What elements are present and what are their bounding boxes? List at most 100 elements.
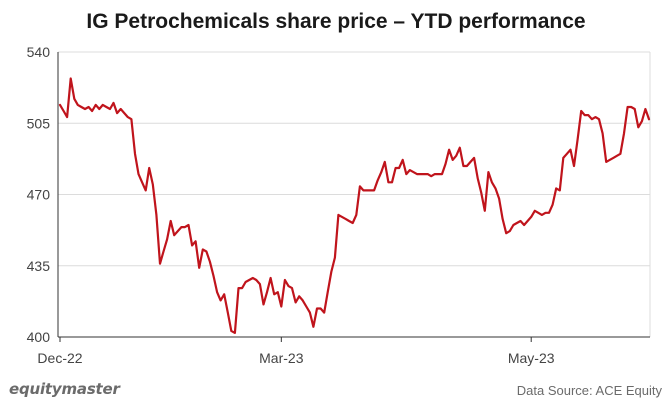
data-point	[209, 261, 211, 263]
data-point	[391, 181, 393, 183]
data-point	[316, 308, 318, 310]
data-point	[223, 293, 225, 295]
data-point	[295, 301, 297, 303]
data-point	[88, 106, 90, 108]
x-tick-label: May-23	[508, 350, 555, 366]
data-point	[523, 224, 525, 226]
data-point	[644, 108, 646, 110]
data-point	[641, 120, 643, 122]
data-point	[216, 291, 218, 293]
data-point	[270, 277, 272, 279]
data-point	[113, 102, 115, 104]
data-point	[470, 161, 472, 163]
data-point	[298, 295, 300, 297]
data-point	[573, 165, 575, 167]
data-point	[127, 116, 129, 118]
data-point	[619, 153, 621, 155]
data-point	[309, 312, 311, 314]
data-point	[234, 332, 236, 334]
data-point	[455, 155, 457, 157]
data-point	[202, 249, 204, 251]
data-point	[252, 277, 254, 279]
data-point	[427, 173, 429, 175]
series-layer	[58, 77, 651, 334]
data-point	[141, 181, 143, 183]
data-point	[259, 283, 261, 285]
data-point	[516, 222, 518, 224]
data-point	[84, 108, 86, 110]
data-source: Data Source: ACE Equity	[516, 383, 662, 398]
data-point	[491, 181, 493, 183]
data-point	[412, 171, 414, 173]
data-point	[623, 132, 625, 134]
data-point	[238, 287, 240, 289]
data-point	[341, 216, 343, 218]
data-point	[277, 291, 279, 293]
data-point	[409, 169, 411, 171]
data-point	[227, 312, 229, 314]
data-point	[159, 263, 161, 265]
data-point	[487, 171, 489, 173]
data-point	[98, 108, 100, 110]
data-point	[70, 78, 72, 80]
data-point	[166, 238, 168, 240]
data-point	[602, 132, 604, 134]
data-point	[616, 155, 618, 157]
data-point	[498, 198, 500, 200]
x-tick-label: Mar-23	[259, 350, 304, 366]
y-tick-label: 435	[27, 258, 51, 274]
data-point	[591, 118, 593, 120]
data-point	[195, 240, 197, 242]
chart-title: IG Petrochemicals share price – YTD perf…	[86, 10, 586, 33]
data-point	[452, 159, 454, 161]
data-point	[320, 308, 322, 310]
data-point	[173, 234, 175, 236]
data-point	[302, 299, 304, 301]
data-point	[405, 173, 407, 175]
data-point	[395, 167, 397, 169]
price-line-series	[58, 77, 651, 334]
data-point	[402, 159, 404, 161]
data-point	[130, 118, 132, 120]
data-point	[284, 279, 286, 281]
data-point	[555, 187, 557, 189]
data-point	[266, 291, 268, 293]
data-point	[527, 220, 529, 222]
data-point	[116, 112, 118, 114]
data-point	[605, 161, 607, 163]
data-point	[541, 214, 543, 216]
data-point	[630, 106, 632, 108]
data-point	[473, 157, 475, 159]
data-point	[213, 275, 215, 277]
data-point	[462, 165, 464, 167]
data-point	[180, 226, 182, 228]
data-point	[370, 189, 372, 191]
data-point	[355, 214, 357, 216]
data-point	[230, 330, 232, 332]
data-point	[634, 108, 636, 110]
data-point	[627, 106, 629, 108]
data-point	[609, 159, 611, 161]
data-point	[416, 173, 418, 175]
data-point	[73, 98, 75, 100]
data-point	[312, 326, 314, 328]
data-point	[77, 104, 79, 106]
data-point	[441, 173, 443, 175]
data-point	[520, 220, 522, 222]
y-tick-label: 470	[27, 187, 51, 203]
data-point	[145, 189, 147, 191]
data-point	[534, 210, 536, 212]
data-point	[537, 212, 539, 214]
data-point	[509, 230, 511, 232]
data-point	[191, 244, 193, 246]
data-point	[448, 149, 450, 151]
data-point	[345, 218, 347, 220]
brand-logo-text: equitymaster	[9, 380, 120, 398]
data-point	[484, 210, 486, 212]
data-point	[105, 106, 107, 108]
data-point	[366, 189, 368, 191]
data-point	[170, 220, 172, 222]
data-point	[530, 216, 532, 218]
data-point	[548, 212, 550, 214]
